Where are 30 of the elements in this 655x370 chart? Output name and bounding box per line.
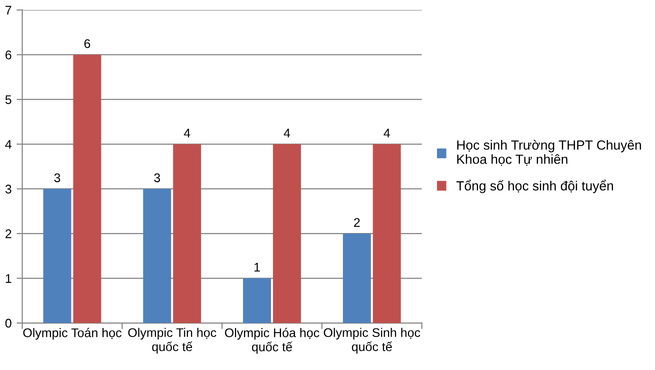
bar [243, 278, 271, 324]
y-tick-label: 3 [5, 184, 12, 194]
data-label: 4 [284, 128, 290, 138]
bar [73, 54, 102, 324]
bar [372, 144, 401, 324]
legend-label: Tổng số học sinh đội tuyển [456, 180, 614, 194]
bar [143, 188, 172, 324]
bar [342, 234, 371, 324]
bar [173, 144, 202, 324]
x-tick-label: Olympic Tin học quốc tế [128, 328, 216, 354]
y-tick-label: 6 [6, 50, 12, 60]
data-label: 1 [254, 262, 260, 272]
x-tick-label: Olympic Toán học [23, 328, 122, 340]
y-tick-label: 1 [6, 274, 12, 283]
legend-label: Học sinh Trường THPT Chuyên Khoa học Tự nhiên [457, 140, 641, 166]
bar [272, 144, 301, 324]
data-label: 3 [154, 173, 160, 182]
data-label: 6 [84, 39, 90, 48]
y-tick-label: 7 [6, 6, 12, 15]
y-tick-label: 0 [5, 318, 12, 328]
y-tick-label: 5 [5, 95, 12, 104]
y-tick-label: 2 [6, 229, 12, 238]
x-tick-label: Olympic Hóa học quốc tế [224, 328, 320, 354]
bar [43, 188, 72, 324]
data-label: 4 [384, 128, 390, 138]
data-label: 3 [54, 173, 60, 182]
data-label: 2 [354, 218, 360, 227]
y-tick-label: 4 [5, 140, 12, 149]
x-tick-label: Olympic Sinh học quốc tế [324, 328, 420, 354]
data-label: 4 [184, 128, 190, 138]
